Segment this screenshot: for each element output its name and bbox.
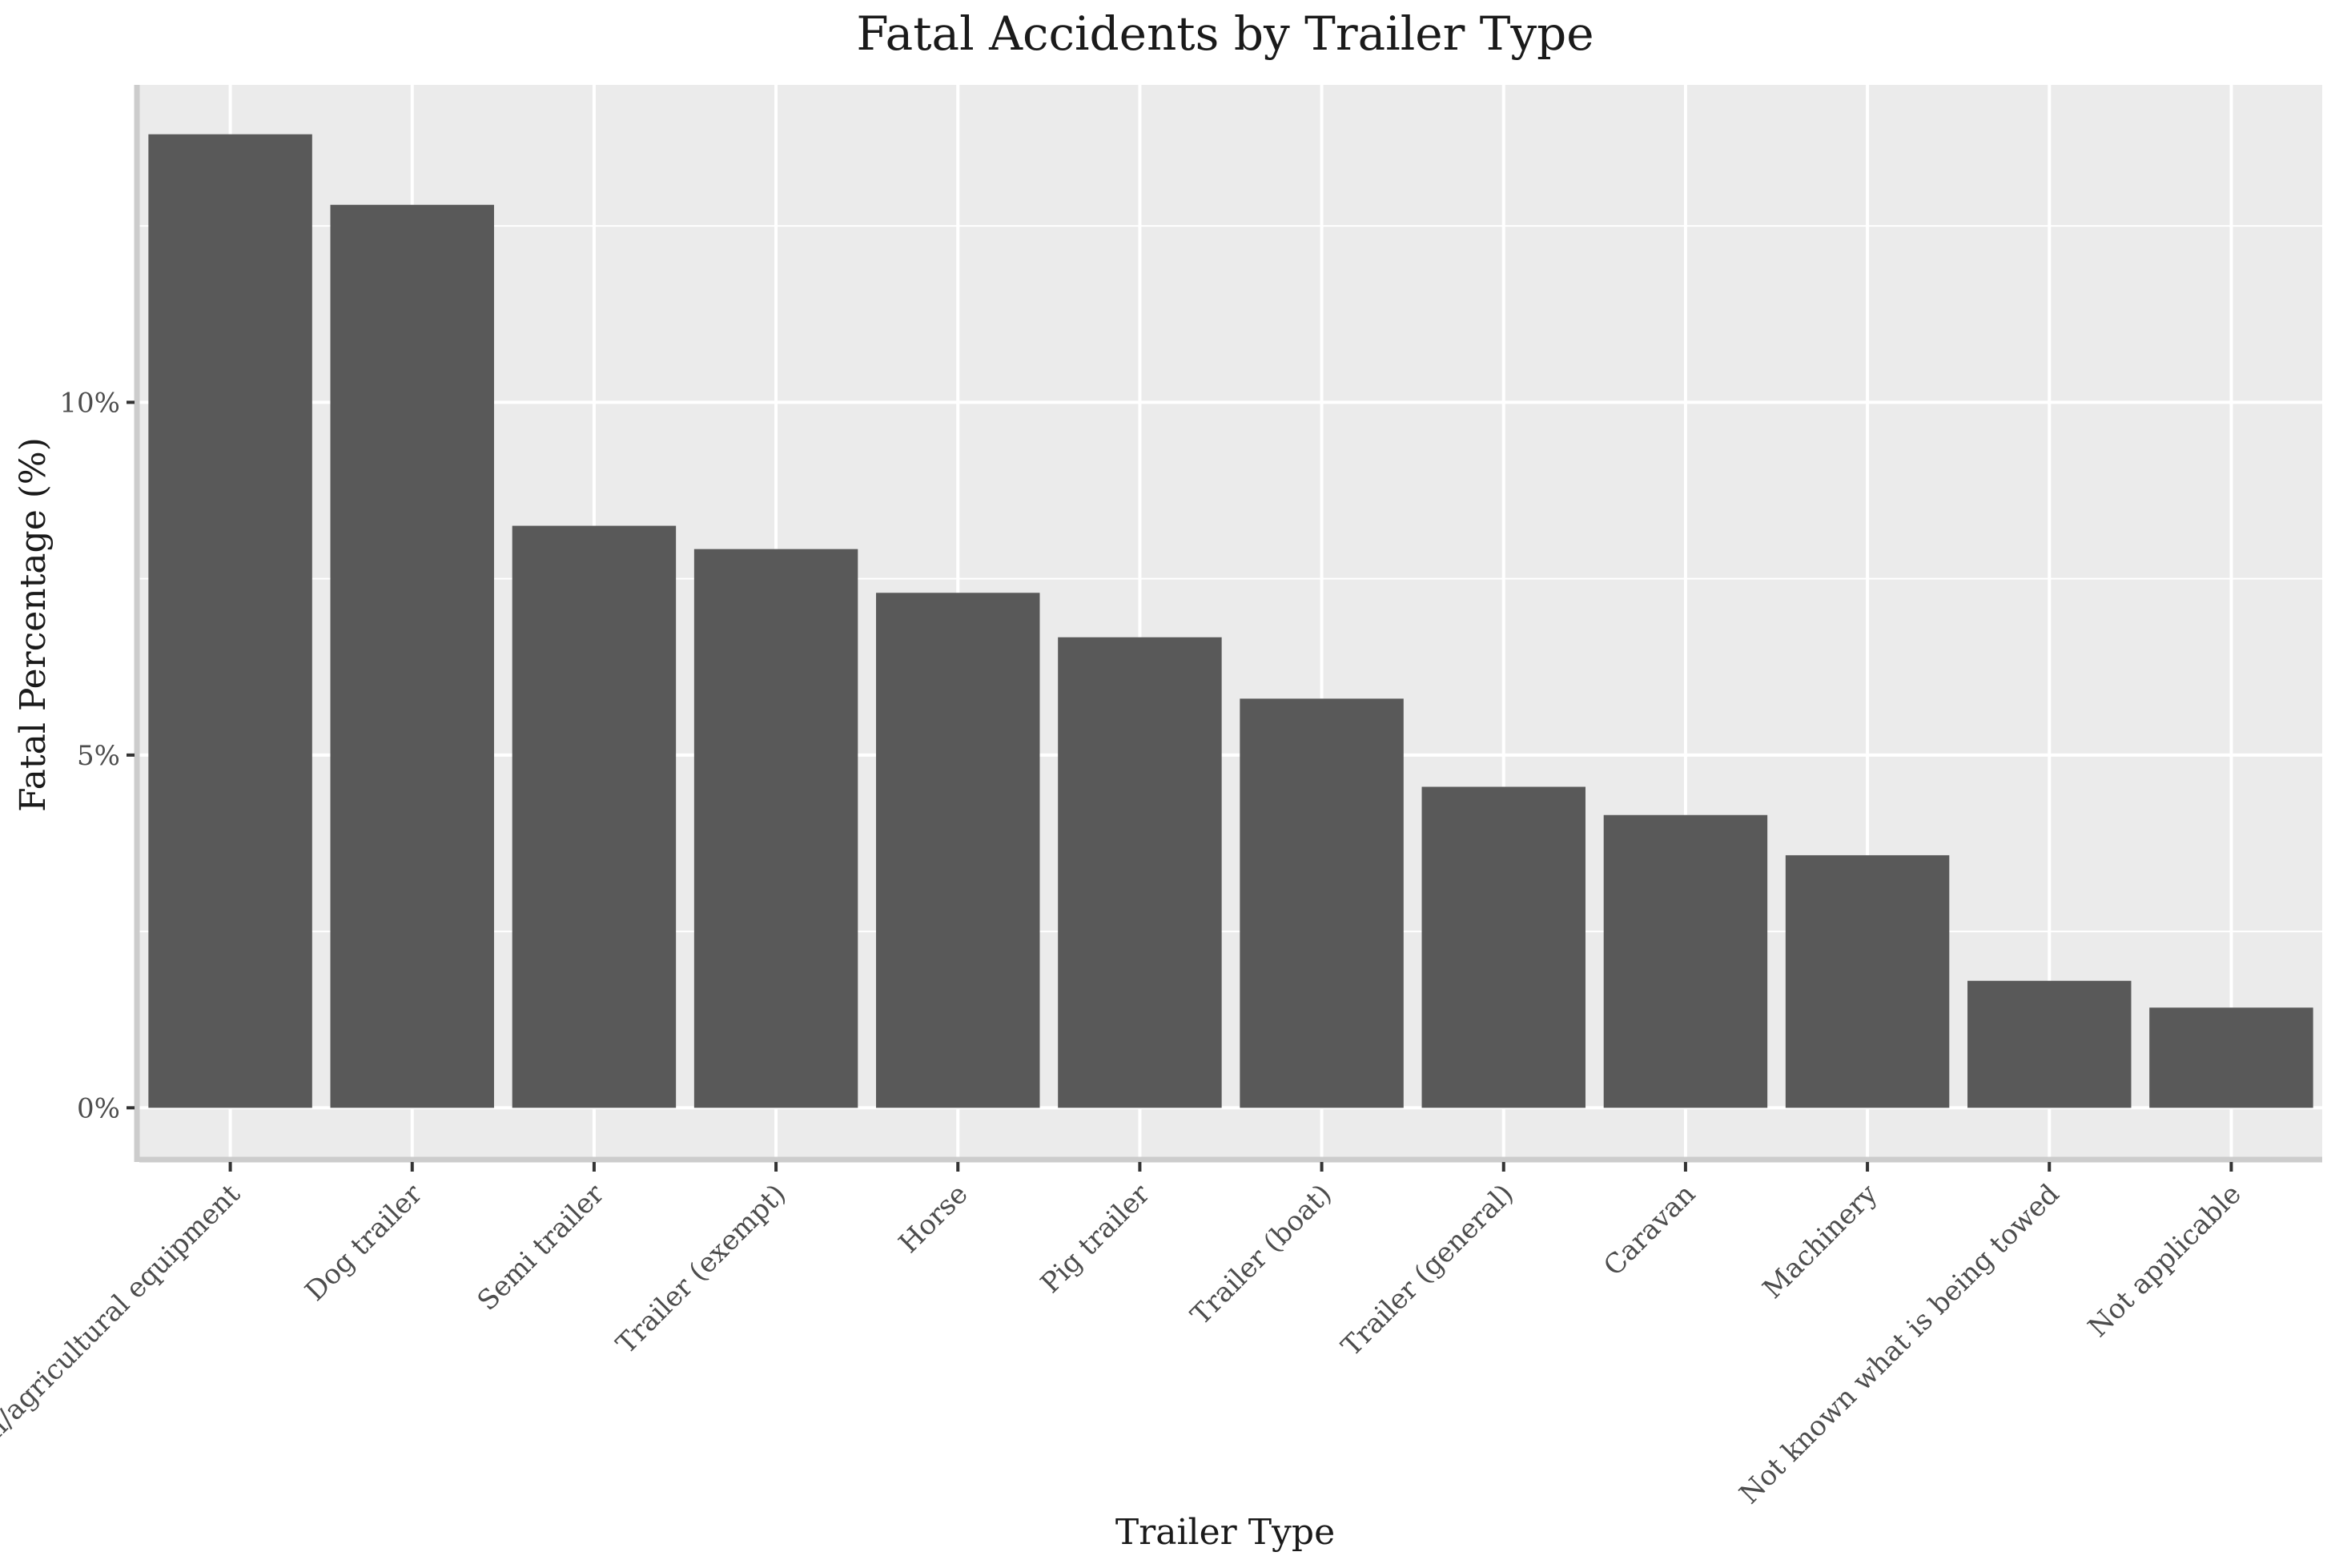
bar	[1058, 637, 1222, 1108]
bars	[148, 134, 2313, 1108]
bar	[1603, 814, 1768, 1108]
y-axis-ticks: 0% 5% 10%	[59, 387, 135, 1124]
chart-title: Fatal Accidents by Trailer Type	[856, 6, 1594, 61]
bar	[512, 525, 677, 1108]
bar	[693, 549, 858, 1108]
plot-panel	[139, 85, 2322, 1157]
bar	[1967, 980, 2132, 1108]
bar	[876, 593, 1040, 1108]
y-tick-label: 5%	[77, 740, 120, 772]
bar	[1785, 854, 1950, 1108]
x-axis-title: Trailer Type	[1115, 1512, 1335, 1553]
y-tick-label: 0%	[77, 1092, 120, 1124]
bar	[1240, 698, 1404, 1108]
y-axis-title: Fatal Percentage (%)	[13, 437, 54, 812]
bar	[2149, 1007, 2313, 1108]
y-tick-label: 10%	[59, 387, 120, 419]
bar	[330, 204, 494, 1108]
minor-gridlines	[139, 225, 2322, 933]
bar	[148, 134, 312, 1108]
bar	[1421, 786, 1585, 1108]
